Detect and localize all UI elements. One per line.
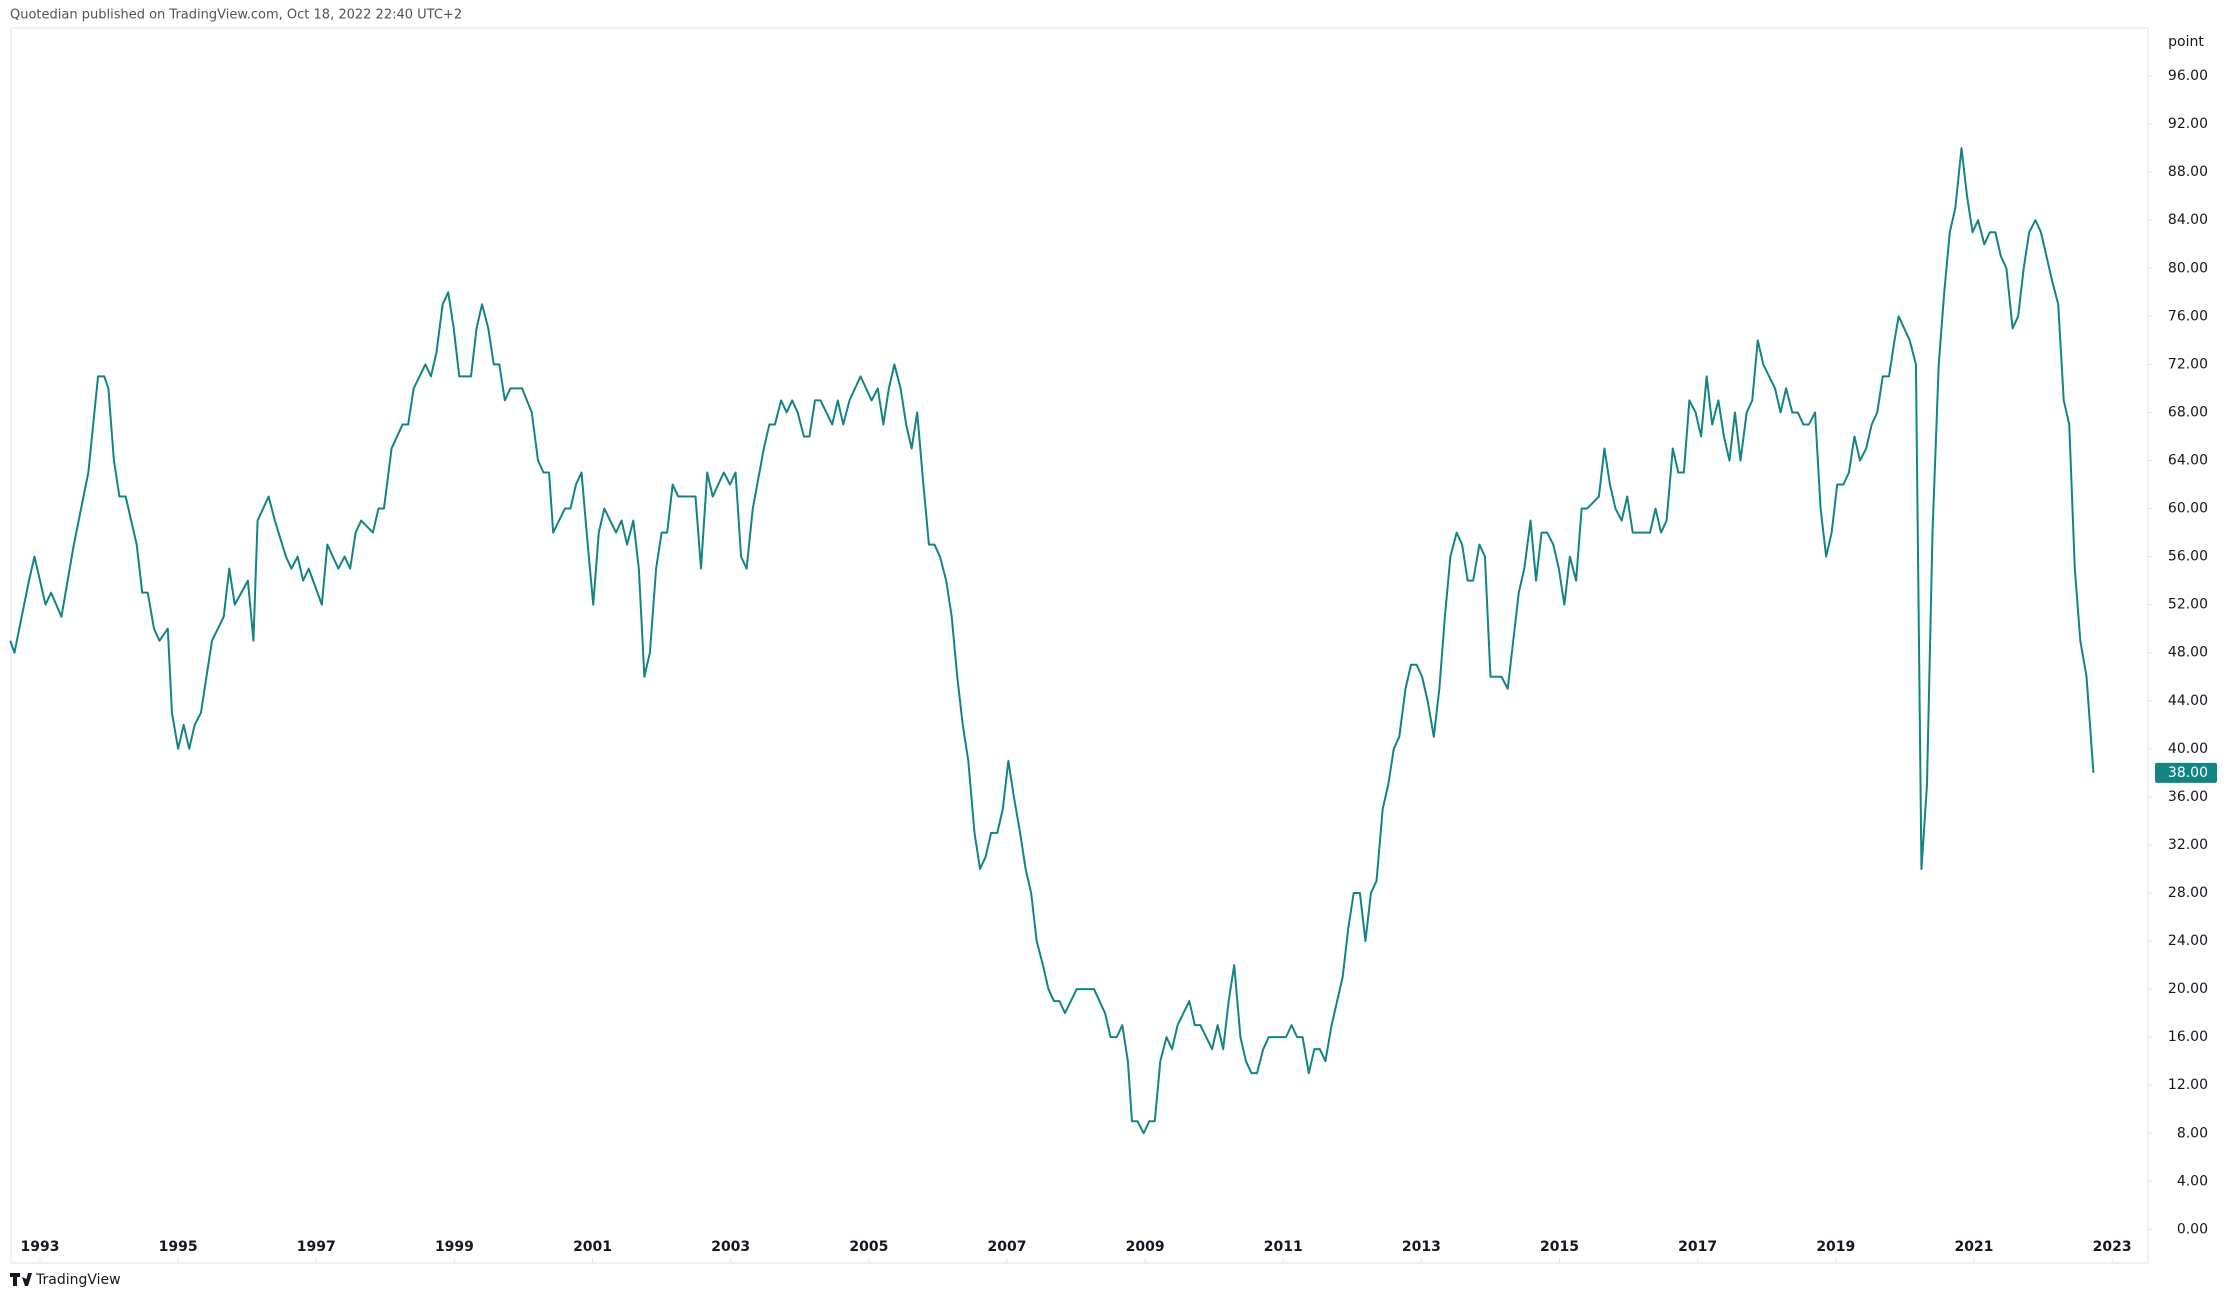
x-tick-label: 2017 <box>1678 1239 1717 1255</box>
last-value-badge: 38.00 <box>2155 762 2217 783</box>
y-tick-label: 76.00 <box>2168 308 2208 324</box>
x-tick-label: 2007 <box>987 1239 1026 1255</box>
y-tick-label: 52.00 <box>2168 597 2208 613</box>
x-tick-label: 1993 <box>21 1239 60 1255</box>
y-tick-label: 84.00 <box>2168 212 2208 228</box>
footer-logo: TradingView <box>10 1272 121 1288</box>
data-line <box>9 147 2095 1135</box>
y-tick-label: 64.00 <box>2168 452 2208 468</box>
footer-text: TradingView <box>35 1272 121 1288</box>
axis-unit: point <box>2168 34 2204 50</box>
logo-icon <box>10 1273 32 1286</box>
y-tick-label: 8.00 <box>2177 1125 2208 1141</box>
x-tick-label: 1997 <box>297 1239 336 1255</box>
y-tick-label: 12.00 <box>2168 1077 2208 1093</box>
y-tick-label: 92.00 <box>2168 116 2208 132</box>
y-tick-label: 48.00 <box>2168 645 2208 661</box>
last-value-label: 38.00 <box>2168 765 2208 781</box>
y-tick-label: 4.00 <box>2177 1173 2208 1189</box>
x-tick-label: 2003 <box>711 1239 750 1255</box>
x-tick-label: 2019 <box>1816 1239 1855 1255</box>
last-value-box <box>2155 762 2217 783</box>
y-tick-label: 56.00 <box>2168 549 2208 565</box>
x-tick-label: 2009 <box>1126 1239 1165 1255</box>
y-tick-label: 28.00 <box>2168 885 2208 901</box>
x-tick-label: 2021 <box>1954 1239 1993 1255</box>
x-tick-label: 2005 <box>849 1239 888 1255</box>
y-tick-label: 72.00 <box>2168 356 2208 372</box>
y-tick-label: 44.00 <box>2168 693 2208 709</box>
x-tick-label: 2015 <box>1540 1239 1579 1255</box>
x-tick-label: 2013 <box>1402 1239 1441 1255</box>
y-tick-label: 80.00 <box>2168 260 2208 276</box>
y-tick-label: 96.00 <box>2168 68 2208 84</box>
y-tick-label: 16.00 <box>2168 1029 2208 1045</box>
y-tick-label: 36.00 <box>2168 789 2208 805</box>
y-tick-label: 32.00 <box>2168 837 2208 853</box>
x-tick-label: 2001 <box>573 1239 612 1255</box>
y-tick-label: 68.00 <box>2168 404 2208 420</box>
y-tick-label: 24.00 <box>2168 933 2208 949</box>
x-tick-label: 2011 <box>1264 1239 1303 1255</box>
publish-header: Quotedian published on TradingView.com, … <box>10 8 462 23</box>
y-tick-label: 0.00 <box>2177 1221 2208 1237</box>
x-tick-label: 1999 <box>435 1239 474 1255</box>
y-tick-label: 20.00 <box>2168 981 2208 997</box>
x-tick-label: 2023 <box>2093 1239 2132 1255</box>
y-tick-label: 40.00 <box>2168 741 2208 757</box>
y-tick-label: 60.00 <box>2168 501 2208 517</box>
y-tick-label: 88.00 <box>2168 164 2208 180</box>
x-tick-label: 1995 <box>159 1239 198 1255</box>
